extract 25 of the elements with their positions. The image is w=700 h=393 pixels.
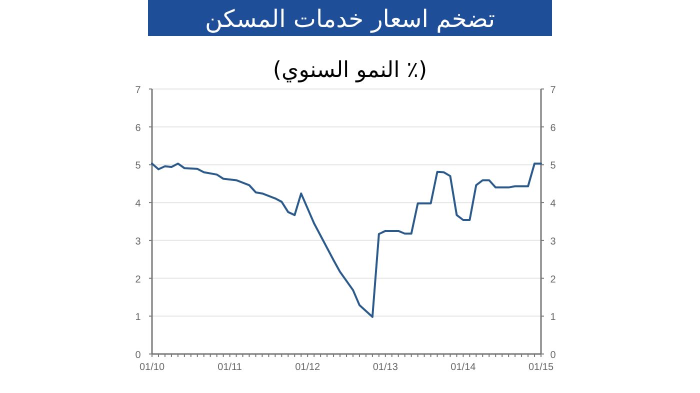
y2-tick-label: 1 (550, 312, 556, 324)
x-tick-label: 01/10 (139, 362, 165, 373)
y-tick-label: 0 (135, 350, 142, 361)
x-tick-label: 01/14 (450, 362, 476, 373)
x-tick-label: 01/11 (218, 362, 242, 373)
y-tick-label: 2 (135, 274, 142, 286)
y2-tick-label: 5 (550, 160, 556, 172)
y2-tick-label: 0 (550, 350, 556, 361)
chart-title: تضخم اسعار خدمات المسكن (204, 5, 496, 33)
y2-tick-label: 4 (550, 198, 556, 210)
x-tick-label: 01/12 (295, 362, 321, 373)
y2-tick-label: 7 (550, 85, 556, 96)
y2-tick-label: 3 (550, 236, 556, 248)
y-tick-label: 3 (135, 236, 142, 248)
y-tick-label: 7 (135, 85, 142, 96)
y-tick-label: 1 (135, 312, 142, 324)
x-tick-label: 01/13 (372, 362, 398, 373)
y2-tick-label: 6 (550, 122, 556, 134)
line-series (151, 162, 542, 318)
chart-subtitle: (٪ النمو السنوي) (272, 58, 428, 83)
y2-tick-label: 2 (550, 274, 556, 286)
x-tick-label: 01/15 (528, 362, 554, 373)
y-tick-label: 4 (135, 198, 142, 210)
y-tick-label: 6 (135, 122, 142, 134)
y-tick-label: 5 (135, 160, 142, 172)
